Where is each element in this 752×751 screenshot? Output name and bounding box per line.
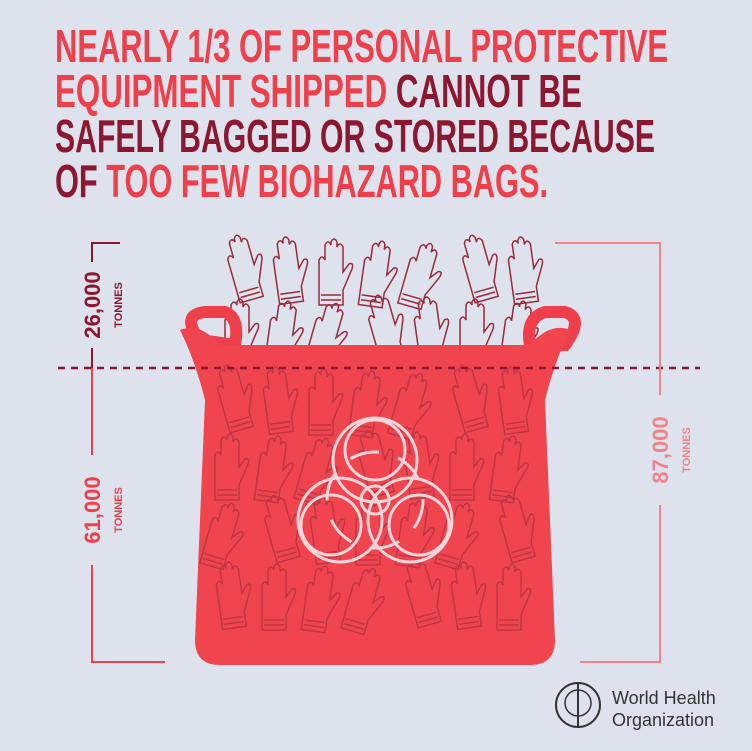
headline-line: SAFELY BAGGED OR STORED BECAUSE bbox=[55, 110, 655, 162]
logo-text: Organization bbox=[612, 710, 714, 730]
glove-outline bbox=[339, 567, 385, 636]
amount-label: 26,000 bbox=[80, 271, 105, 338]
headline-segment: SAFELY BAGGED OR STORED BECAUSE bbox=[55, 110, 655, 162]
bag-handles bbox=[185, 306, 581, 352]
glove-outline bbox=[451, 364, 490, 434]
headline-segment: TOO FEW BIOHAZARD BAGS. bbox=[106, 155, 548, 207]
headline-segment: OF bbox=[55, 155, 106, 207]
glove-outline bbox=[318, 238, 354, 306]
headline-segment: CANNOT BE bbox=[387, 65, 582, 117]
glove-outline bbox=[488, 435, 529, 504]
glove-outline bbox=[262, 366, 299, 436]
glove-outline bbox=[449, 433, 485, 501]
who-logo: World Health Organization bbox=[555, 682, 716, 730]
headline-line: OF TOO FEW BIOHAZARD BAGS. bbox=[55, 155, 548, 207]
glove-outline bbox=[272, 236, 309, 306]
glove-outline bbox=[216, 364, 255, 434]
glove-outline bbox=[497, 366, 534, 436]
bag bbox=[180, 306, 581, 665]
logo-text: World Health bbox=[612, 688, 716, 708]
glove-outline bbox=[308, 368, 344, 436]
headline-line: EQUIPMENT SHIPPED CANNOT BE bbox=[55, 65, 582, 117]
amount-label: 61,000 bbox=[80, 476, 105, 543]
headline-line: NEARLY 1/3 OF PERSONAL PROTECTIVE bbox=[55, 20, 668, 72]
glove-outline bbox=[496, 563, 532, 631]
glove-outline bbox=[300, 565, 341, 634]
label-backdrop bbox=[78, 455, 124, 565]
glove-outline bbox=[507, 236, 544, 306]
glove-outline bbox=[215, 561, 252, 631]
glove-outline bbox=[214, 433, 250, 501]
glove-outline bbox=[498, 494, 537, 564]
headline-segment: EQUIPMENT SHIPPED bbox=[55, 65, 387, 117]
unit-label: TONNES bbox=[681, 427, 693, 473]
glove-outline bbox=[396, 242, 442, 311]
headline: NEARLY 1/3 OF PERSONAL PROTECTIVE EQUIPM… bbox=[55, 20, 668, 207]
headline-segment: NEARLY 1/3 OF PERSONAL PROTECTIVE bbox=[55, 20, 668, 72]
glove-outline bbox=[461, 234, 500, 304]
glove-outline bbox=[261, 563, 297, 631]
glove-outline bbox=[226, 234, 265, 304]
biohazard-symbol bbox=[296, 416, 454, 564]
glove-outline bbox=[198, 502, 244, 571]
unit-label: TONNES bbox=[113, 487, 125, 533]
amount-label: 87,000 bbox=[648, 416, 673, 483]
unit-label: TONNES bbox=[113, 282, 125, 328]
glove-outline bbox=[450, 561, 487, 631]
label-backdrop bbox=[645, 395, 700, 505]
glove-outline bbox=[253, 435, 294, 504]
label-backdrop bbox=[78, 262, 124, 348]
